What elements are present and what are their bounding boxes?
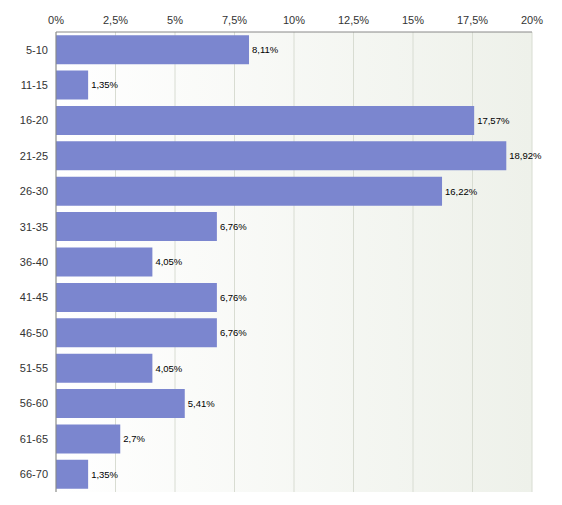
svg-text:16,22%: 16,22% (445, 186, 478, 197)
svg-text:61-65: 61-65 (20, 433, 48, 445)
svg-text:2,7%: 2,7% (123, 433, 145, 444)
svg-text:10%: 10% (283, 14, 305, 26)
svg-text:6,76%: 6,76% (220, 292, 247, 303)
svg-text:17,57%: 17,57% (477, 115, 510, 126)
svg-text:15%: 15% (402, 14, 424, 26)
svg-text:1,35%: 1,35% (91, 79, 118, 90)
svg-text:4,05%: 4,05% (155, 363, 182, 374)
svg-text:36-40: 36-40 (20, 256, 48, 268)
svg-text:2,5%: 2,5% (103, 14, 128, 26)
svg-text:11-15: 11-15 (21, 79, 48, 91)
svg-text:4,05%: 4,05% (155, 256, 182, 267)
svg-text:46-50: 46-50 (20, 327, 48, 339)
svg-text:6,76%: 6,76% (220, 221, 247, 232)
svg-text:5,41%: 5,41% (188, 398, 215, 409)
svg-text:21-25: 21-25 (20, 150, 48, 162)
svg-text:66-70: 66-70 (20, 468, 48, 480)
svg-text:0%: 0% (48, 14, 64, 26)
svg-text:56-60: 56-60 (20, 397, 48, 409)
svg-text:1,35%: 1,35% (91, 469, 118, 480)
svg-text:5-10: 5-10 (26, 44, 48, 56)
svg-text:5%: 5% (167, 14, 183, 26)
svg-text:20%: 20% (521, 14, 543, 26)
svg-text:31-35: 31-35 (20, 221, 48, 233)
svg-text:6,76%: 6,76% (220, 327, 247, 338)
svg-text:12,5%: 12,5% (338, 14, 369, 26)
svg-text:8,11%: 8,11% (252, 44, 279, 55)
svg-text:51-55: 51-55 (20, 362, 48, 374)
svg-text:16-20: 16-20 (20, 114, 48, 126)
svg-text:41-45: 41-45 (20, 291, 48, 303)
svg-text:17,5%: 17,5% (457, 14, 488, 26)
svg-text:26-30: 26-30 (20, 185, 48, 197)
svg-text:7,5%: 7,5% (222, 14, 247, 26)
svg-text:18,92%: 18,92% (509, 150, 542, 161)
